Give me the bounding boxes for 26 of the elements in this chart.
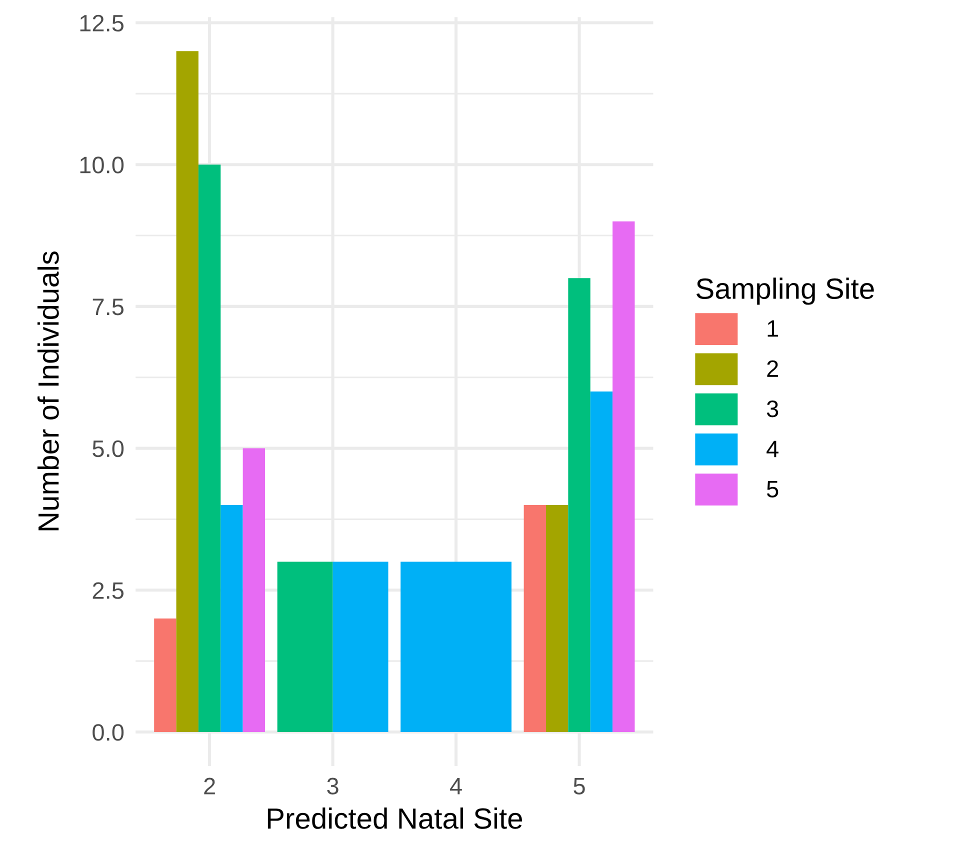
y-tick-label: 2.5 [92,582,124,599]
legend-label: 1 [768,320,778,337]
legend-label: 5 [766,480,778,498]
bar [568,278,590,732]
x-axis-title: Predicted Natal Site [268,807,522,829]
bar [154,618,176,732]
bar [242,448,266,732]
bar [198,164,221,732]
bar [546,505,568,732]
bar [176,51,198,732]
x-tick-label: 2 [204,778,215,794]
legend-title: Sampling Site [696,278,874,305]
y-tick-label: 10.0 [80,156,124,174]
y-axis-title: Number of Individuals [37,252,59,530]
x-tick-label: 3 [327,778,338,794]
legend-label: 2 [767,360,778,377]
y-tick-label: 7.5 [92,298,124,316]
y-tick-label: 0.0 [92,724,124,741]
y-tick-label: 5.0 [92,440,124,458]
x-tick-label: 4 [450,778,462,794]
x-tick-label: 5 [574,778,585,794]
bar [612,221,635,732]
bar [524,505,546,732]
legend-label: 3 [766,400,778,418]
legend-label: 4 [766,440,778,458]
y-tick-label: 12.5 [80,14,124,32]
